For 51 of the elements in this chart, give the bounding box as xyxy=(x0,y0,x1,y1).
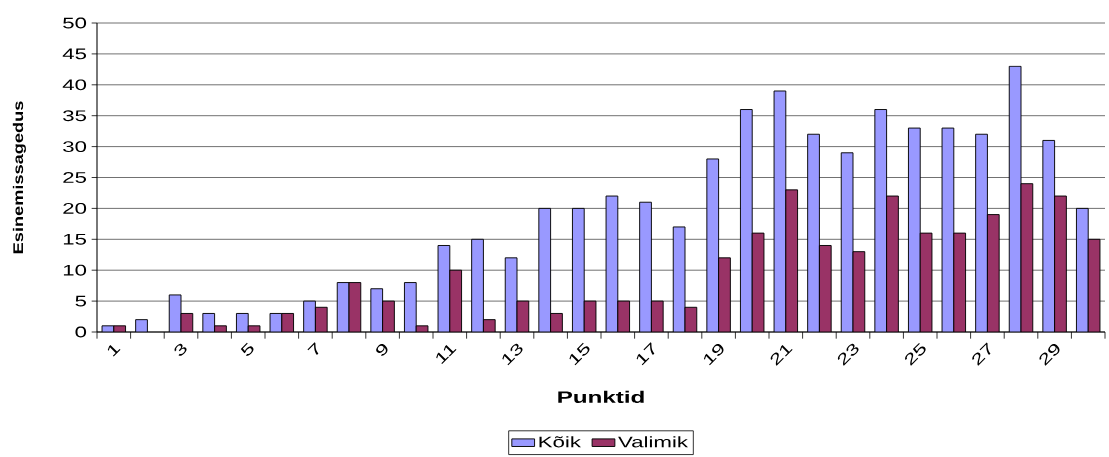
y-tick-label: 40 xyxy=(62,79,87,91)
bar xyxy=(785,189,798,332)
bar xyxy=(449,270,462,332)
bar xyxy=(471,239,484,332)
y-axis-title: Esinemissagedus xyxy=(12,101,26,254)
y-tick-label: 50 xyxy=(63,17,87,29)
bar xyxy=(953,233,966,332)
y-tick-label: 25 xyxy=(63,172,87,183)
y-tick-label: 45 xyxy=(62,48,87,60)
x-tick-label: 3 xyxy=(174,343,187,356)
x-tick-label: 13 xyxy=(502,343,523,366)
x-tick-label: 29 xyxy=(1039,344,1060,366)
x-tick-label: 7 xyxy=(307,342,319,355)
bar xyxy=(706,158,719,332)
x-tick-label: 25 xyxy=(905,342,926,366)
x-tick-label: 1 xyxy=(107,344,121,357)
x-tick-label: 27 xyxy=(972,342,991,366)
bar xyxy=(987,214,1000,332)
x-tick-label: 15 xyxy=(569,342,590,366)
bar xyxy=(1075,207,1089,332)
y-tick-label: 10 xyxy=(63,264,87,276)
bar xyxy=(718,257,731,332)
bar xyxy=(975,134,988,332)
y-tick-label: 0 xyxy=(75,326,87,338)
y-tick-label: 20 xyxy=(63,202,87,214)
legend-label: Valimik xyxy=(618,436,689,448)
x-tick-label: 5 xyxy=(240,342,254,356)
bar xyxy=(819,245,832,332)
bar xyxy=(404,282,417,332)
bar xyxy=(370,288,383,332)
x-axis-title: Punktid xyxy=(558,390,644,404)
y-tick-label: 5 xyxy=(75,295,87,307)
bar xyxy=(639,202,652,332)
x-tick-label: 23 xyxy=(837,343,859,366)
x-tick-label: 17 xyxy=(636,342,655,366)
y-tick-label: 15 xyxy=(63,233,87,245)
bar xyxy=(807,134,820,332)
x-tick-label: 11 xyxy=(436,344,457,365)
bar xyxy=(572,208,585,332)
x-tick-label: 9 xyxy=(376,344,388,356)
bar xyxy=(1054,196,1067,332)
y-tick-label: 30 xyxy=(63,141,87,153)
legend-label: Kõik xyxy=(539,436,581,448)
x-tick-label: 19 xyxy=(703,344,724,366)
bar xyxy=(740,109,753,332)
bar xyxy=(538,208,551,332)
x-tick-label: 21 xyxy=(770,345,793,366)
bar xyxy=(908,128,921,332)
bar xyxy=(874,109,887,332)
y-tick-label: 35 xyxy=(63,110,87,122)
bar xyxy=(886,196,899,332)
